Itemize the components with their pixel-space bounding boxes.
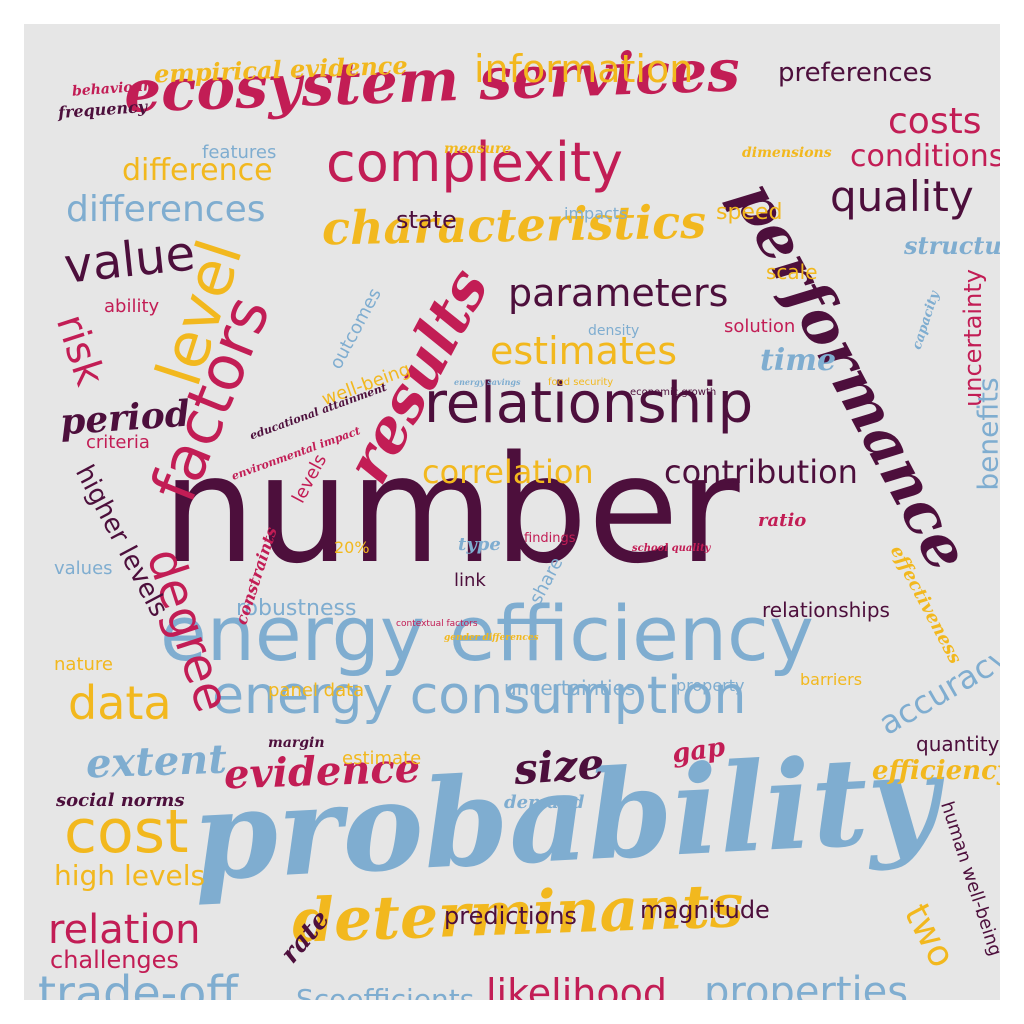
word-size: size [512,738,606,795]
word-two: two [895,897,963,975]
word-parameters: parameters [508,271,729,315]
word-costs: costs [888,101,982,142]
word-estimates: estimates [490,329,678,373]
word-dimensions: dimensions [742,145,832,161]
word-estimate: estimate [342,748,422,769]
word-properties: properties [704,969,909,1000]
word-risk: risk [46,308,113,392]
word-gender-differences: gender differences [444,633,539,643]
word-relationship: relationship [424,371,754,436]
word-solution: solution [724,316,796,337]
word-characteristics: characteristics [321,194,707,256]
word-predictions: predictions [444,902,577,930]
word-economic-growth: economic growth [630,387,717,398]
word-energy-consumption: energy consumption [212,666,747,726]
word-findings: findings [524,531,576,546]
word-margin: margin [268,735,325,751]
word-differences: differences [66,189,266,230]
word-value: value [61,225,198,295]
word-nature: nature [54,654,113,675]
word-capacity: capacity [909,289,943,352]
word-barriers: barriers [800,670,863,689]
word-measure: measure [444,141,512,157]
word-relationships: relationships [762,598,890,622]
word-twenty-pct: 20% [334,538,370,557]
word-ability: ability [104,296,160,317]
word-quality: quality [830,172,974,221]
word-contextual-factors: contextual factors [396,619,478,629]
word-efficiency: efficiency [872,756,1000,786]
word-magnitude: magnitude [640,896,770,924]
word-coefficients: Scoefficients [296,983,475,1001]
word-property: property [676,676,745,695]
word-contribution: contribution [664,453,858,491]
word-difference: difference [122,153,273,188]
word-values: values [54,558,113,579]
word-impacts: impacts [564,204,628,223]
word-relation: relation [48,907,201,953]
word-trade-off: trade-off [38,966,238,1000]
word-accuracy: accuracy [872,637,1000,743]
word-demand: demand [504,792,585,813]
word-structure: structure [904,231,1000,260]
word-panel-data: panel data [268,680,365,701]
word-likelihood: likelihood [486,971,667,1000]
word-conditions: conditions [850,139,1000,174]
word-social-norms: social norms [56,790,185,811]
word-type: type [458,534,501,555]
word-data: data [68,676,172,730]
word-extent: extent [85,735,228,788]
word-energy-savings: energy savings [454,377,521,387]
word-density: density [588,323,640,339]
word-correlation: correlation [422,453,594,491]
word-gap: gap [670,732,728,770]
word-scale: scale [766,260,818,284]
word-school-quality: school quality [632,543,711,554]
word-food-security: food security [548,377,614,388]
word-ratio: ratio [758,510,807,531]
word-high-levels: high levels [54,859,206,892]
word-link: link [454,570,486,591]
word-cloud: number probability energy efficiency eco… [24,24,1000,1000]
word-challenges: challenges [50,946,179,974]
word-benefits: benefits [971,377,1000,491]
word-time: time [760,343,837,378]
word-quantity: quantity [916,732,1000,756]
word-state: state [396,206,457,234]
word-speed: speed [716,200,783,225]
word-features: features [202,142,277,163]
word-robustness: robustness [236,596,357,621]
word-complexity: complexity [326,131,623,194]
word-cost: cost [64,797,189,867]
word-energy-efficiency: energy efficiency [160,589,814,678]
word-criteria: criteria [86,432,150,453]
word-uncertainties: uncertainties [504,676,636,700]
word-outcomes: outcomes [325,284,386,373]
word-information: information [474,47,694,91]
word-preferences: preferences [778,58,933,88]
word-number: number [162,424,740,596]
